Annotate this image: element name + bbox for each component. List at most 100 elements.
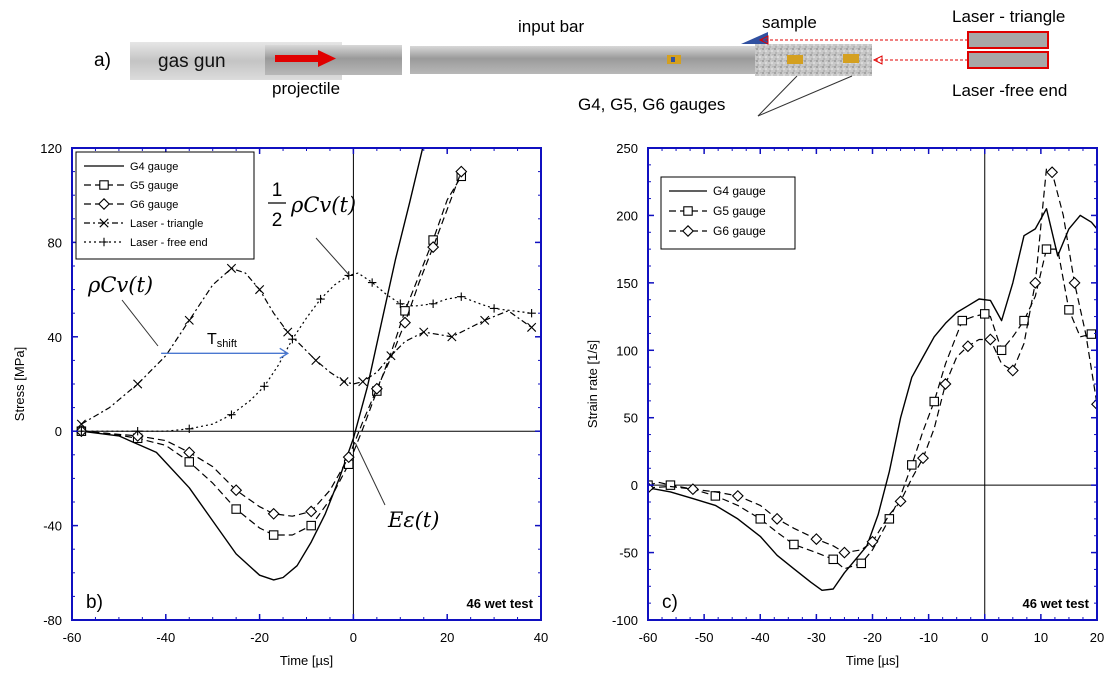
stress-x-axis-label: Time [µs] bbox=[280, 653, 333, 668]
strain-y-tick-label: 250 bbox=[616, 141, 638, 156]
stress-point-g6-gauge bbox=[305, 505, 318, 518]
strain-y-tick-label: 50 bbox=[624, 411, 638, 426]
stress-point-g6-gauge bbox=[427, 241, 440, 254]
strain-legend-entry: G6 gauge bbox=[713, 224, 766, 238]
sample-gauge-g6 bbox=[843, 54, 859, 63]
strain-test-label: 46 wet test bbox=[1023, 596, 1090, 611]
strain-x-tick-label: 0 bbox=[981, 630, 988, 645]
stress-legend: G4 gauge G5 gauge G6 gauge Laser - triangle… bbox=[75, 151, 255, 260]
stress-point-laser-free-end bbox=[489, 304, 499, 313]
stress-point-laser-free-end bbox=[185, 424, 194, 434]
stress-point-laser-free-end bbox=[344, 271, 353, 280]
stress-y-axis-label: Stress [MPa] bbox=[12, 347, 27, 421]
half-rho-cv-annotation: ρCv(t) bbox=[290, 193, 356, 217]
stress-legend-entry: Laser - triangle bbox=[130, 218, 203, 230]
stress-point-g6-gauge bbox=[131, 429, 144, 442]
strain-point-g6-gauge bbox=[1006, 364, 1019, 377]
strain-y-tick-label: -50 bbox=[619, 546, 638, 561]
strain-y-tick-label: 200 bbox=[616, 208, 638, 223]
strain-point-g5-gauge bbox=[648, 480, 653, 490]
strain-point-g5-gauge bbox=[828, 554, 838, 565]
stress-point-laser-triangle bbox=[358, 377, 368, 387]
strain-point-g6-gauge bbox=[894, 495, 907, 508]
strain-series-g5-gauge bbox=[648, 244, 1097, 570]
stress-y-tick-label: 80 bbox=[48, 235, 62, 250]
stress-y-tick-label: 0 bbox=[55, 424, 62, 439]
strain-point-g5-gauge bbox=[1041, 244, 1052, 254]
strain-point-g6-gauge bbox=[961, 340, 974, 353]
sample-gauge-g5 bbox=[787, 55, 803, 64]
stress-x-tick-label: 20 bbox=[440, 630, 454, 645]
stress-x-tick-label: -40 bbox=[156, 630, 175, 645]
stress-point-laser-free-end bbox=[133, 427, 142, 436]
rho-cv-pointer bbox=[121, 299, 159, 347]
half-rho-cv-pointer bbox=[315, 237, 351, 277]
strain-legend-marker bbox=[682, 225, 694, 237]
stress-y-tick-label: 40 bbox=[48, 330, 62, 345]
stress-point-laser-free-end bbox=[288, 334, 297, 344]
stress-point-g5-gauge bbox=[428, 235, 438, 245]
stress-test-label: 46 wet test bbox=[467, 596, 534, 611]
stress-legend-entry: G4 gauge bbox=[130, 161, 178, 173]
stress-point-g6-gauge bbox=[370, 382, 383, 395]
stress-point-laser-triangle bbox=[527, 322, 537, 332]
stress-point-laser-free-end bbox=[260, 382, 269, 391]
strain-point-g5-gauge bbox=[929, 396, 939, 407]
strain-line-g5-gauge bbox=[648, 248, 1097, 570]
stress-point-laser-triangle bbox=[283, 327, 293, 337]
rho-cv-annotation: ρCv(t) bbox=[87, 273, 153, 297]
strain-point-g5-gauge bbox=[996, 345, 1007, 356]
stress-point-laser-triangle bbox=[339, 377, 349, 387]
stress-legend-entry: Laser - free end bbox=[130, 237, 208, 249]
setup-schematic: a) gas gun projectile input bar sa bbox=[94, 7, 1067, 117]
stress-point-g6-gauge bbox=[342, 451, 355, 464]
stress-point-laser-triangle bbox=[184, 315, 194, 325]
stress-point-laser-free-end bbox=[316, 294, 325, 304]
strain-point-g5-gauge bbox=[789, 539, 799, 550]
stress-series-g5-gauge bbox=[76, 171, 467, 540]
stress-legend-marker bbox=[98, 198, 110, 210]
strain-point-g5-gauge bbox=[979, 309, 990, 319]
stress-y-tick-label: 120 bbox=[40, 141, 62, 156]
strain-point-g5-gauge bbox=[907, 460, 917, 470]
stress-series-g6-gauge bbox=[75, 165, 468, 520]
t-shift-label: Tshift bbox=[207, 331, 237, 350]
stress-point-laser-free-end bbox=[396, 299, 405, 308]
stress-point-laser-triangle bbox=[386, 351, 396, 361]
strain-point-g5-gauge bbox=[1019, 315, 1029, 326]
stress-point-laser-free-end bbox=[367, 278, 377, 287]
stress-point-g5-gauge bbox=[343, 459, 354, 469]
strain-legend-entry: G5 gauge bbox=[713, 204, 766, 218]
strain-legend-marker bbox=[683, 206, 693, 216]
stress-point-g5-gauge bbox=[76, 426, 87, 436]
strain-x-tick-label: -50 bbox=[695, 630, 714, 645]
strain-axes-frame bbox=[647, 147, 1098, 621]
stress-point-laser-free-end bbox=[527, 309, 536, 318]
stress-line-laser-free-end bbox=[81, 272, 532, 432]
stress-point-laser-free-end bbox=[77, 427, 86, 436]
projectile-arrow-shaft bbox=[275, 55, 320, 62]
stress-point-g6-gauge bbox=[230, 484, 243, 497]
strain-point-g5-gauge bbox=[856, 558, 867, 569]
stress-point-laser-triangle bbox=[255, 285, 265, 295]
strain-series-g4-gauge bbox=[648, 207, 1097, 591]
strain-point-g6-gauge bbox=[771, 512, 784, 525]
stress-point-laser-triangle bbox=[133, 379, 143, 389]
stress-point-laser-triangle bbox=[311, 355, 321, 365]
stress-point-laser-triangle bbox=[76, 419, 86, 429]
laser-triangle-label: Laser - triangle bbox=[952, 7, 1065, 26]
stress-point-g5-gauge bbox=[132, 433, 143, 444]
stress-y-tick-label: -40 bbox=[43, 519, 62, 534]
stress-line-g5-gauge bbox=[81, 175, 462, 536]
stress-legend-marker bbox=[99, 180, 109, 190]
projectile-arrow-icon bbox=[318, 50, 336, 67]
stress-axes-frame bbox=[71, 147, 542, 621]
stress-point-g5-gauge bbox=[184, 457, 195, 467]
stress-series-laser-triangle bbox=[76, 263, 537, 429]
stress-x-tick-label: 40 bbox=[534, 630, 548, 645]
stress-line-laser-triangle bbox=[81, 267, 532, 425]
stress-point-laser-free-end bbox=[457, 292, 466, 301]
strain-point-g6-gauge bbox=[686, 483, 699, 496]
strain-point-g5-gauge bbox=[1086, 329, 1097, 339]
strain-y-tick-label: -100 bbox=[612, 613, 638, 628]
